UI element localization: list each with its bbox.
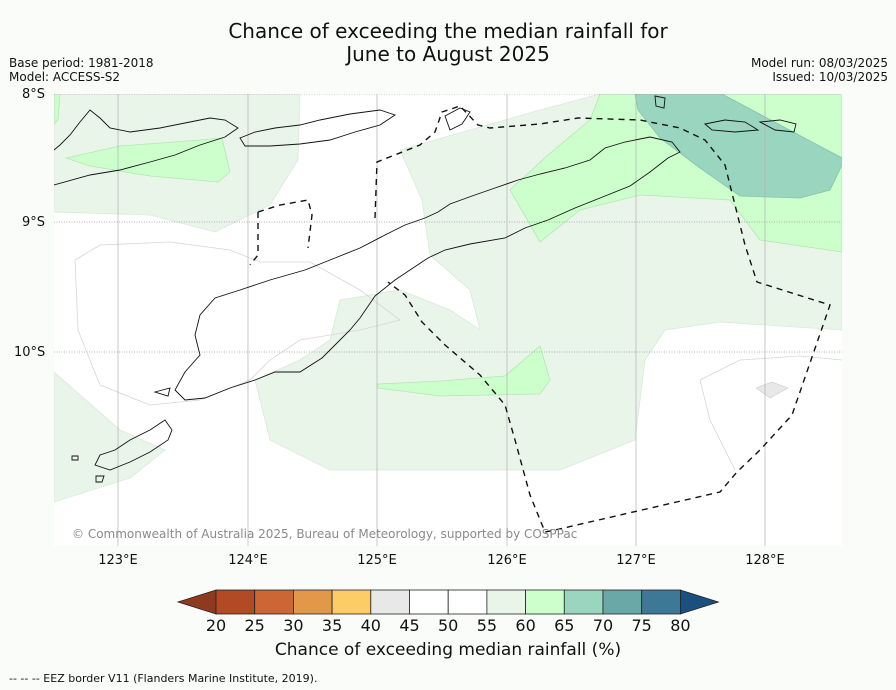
colorbar-segment: [292, 589, 333, 615]
title-line-2: June to August 2025: [346, 42, 550, 66]
colorbar-segment: [254, 589, 294, 615]
map-title: Chance of exceeding the median rainfall …: [0, 20, 896, 66]
colorbar-segments: [176, 589, 720, 615]
lat-label-10s: 10°S: [14, 345, 46, 360]
contour-line: [74, 241, 401, 406]
meta-left: Base period: 1981-2018 Model: ACCESS-S2: [9, 56, 154, 84]
copyright-notice: © Commonwealth of Australia 2025, Bureau…: [72, 527, 578, 541]
coastline-island: [153, 387, 171, 397]
meridians: [117, 94, 766, 546]
lon-label-127e: 127°E: [616, 553, 656, 568]
lon-label-125e: 125°E: [357, 553, 397, 568]
colorbar-tick-label: 60: [515, 616, 536, 635]
colorbar: [176, 589, 720, 615]
footnote: -- -- -- EEZ border V11 (Flanders Marine…: [9, 672, 318, 685]
lon-label-128e: 128°E: [745, 553, 785, 568]
colorbar-title: Chance of exceeding median rainfall (%): [274, 640, 622, 660]
map-canvas[interactable]: [0, 0, 896, 560]
colorbar-segment: [447, 589, 488, 615]
colorbar-segment: [641, 589, 681, 615]
coastline-island: [95, 475, 105, 483]
contour-line: [699, 379, 736, 471]
issued-date: Issued: 10/03/2025: [772, 70, 888, 84]
colorbar-tick-label: 30: [283, 616, 304, 635]
colorbar-tick-label: 65: [554, 616, 575, 635]
colorbar-tick-label: 50: [438, 616, 459, 635]
model-run: Model run: 08/03/2025: [750, 56, 888, 70]
map-body: [54, 94, 842, 546]
colorbar-tick-label: 80: [670, 616, 691, 635]
coastline-island: [239, 109, 397, 147]
base-period: Base period: 1981-2018: [9, 56, 154, 70]
colorbar-segment: [215, 589, 256, 615]
coastline-island: [758, 119, 797, 133]
coastline-rote: [94, 419, 173, 471]
colorbar-tick-label: 25: [244, 616, 265, 635]
coastline-island: [654, 95, 666, 109]
colorbar-tick-label: 35: [321, 616, 343, 635]
colorbar-tick-label: 55: [476, 616, 498, 635]
meta-right: Model run: 08/03/2025 Issued: 10/03/2025: [751, 56, 888, 84]
colorbar-segment: [525, 589, 565, 615]
colorbar-tick-label: 75: [631, 616, 652, 635]
lat-label-8s: 8°S: [22, 87, 46, 102]
coastline-island: [704, 119, 760, 133]
colorbar-tick-label: 45: [399, 616, 420, 635]
lon-label-124e: 124°E: [228, 553, 268, 568]
lon-label-126e: 126°E: [487, 553, 527, 568]
coastline-timor: [174, 136, 681, 401]
colorbar-extend-low: [176, 589, 217, 615]
coastline-island: [444, 107, 471, 131]
colorbar-segment: [331, 589, 372, 615]
coastline-island: [71, 455, 79, 461]
model-name: Model: ACCESS-S2: [9, 70, 121, 84]
colorbar-segment: [370, 589, 410, 615]
lon-label-123e: 123°E: [98, 553, 138, 568]
region-60-65-west-edge: [54, 94, 61, 125]
contour-line: [699, 355, 842, 381]
lat-label-9s: 9°S: [22, 215, 46, 230]
title-line-1: Chance of exceeding the median rainfall …: [228, 19, 668, 43]
colorbar-tick-label: 20: [205, 616, 227, 635]
colorbar-segment: [409, 589, 449, 615]
eez-border: [249, 105, 831, 533]
colorbar-segment: [563, 589, 604, 615]
coastline-flores: [54, 109, 239, 186]
coastlines: [54, 95, 797, 483]
colorbar-segment: [486, 589, 526, 615]
colorbar-segment: [602, 589, 643, 615]
region-65-70-northeast: [634, 94, 842, 199]
region-55-60-southwest: [54, 371, 166, 503]
colorbar-tick-label: 40: [360, 616, 381, 635]
colorbar-tick-label: 70: [592, 616, 614, 635]
colorbar-extend-high: [680, 589, 720, 615]
